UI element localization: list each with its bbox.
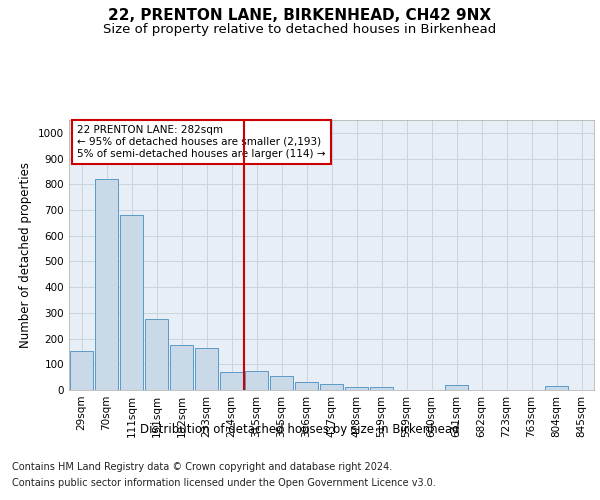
Text: Contains HM Land Registry data © Crown copyright and database right 2024.: Contains HM Land Registry data © Crown c… [12,462,392,472]
Bar [269,376,293,390]
Bar [119,215,143,390]
Bar [220,372,244,390]
Bar [245,370,268,390]
Bar [194,348,218,390]
Text: Distribution of detached houses by size in Birkenhead: Distribution of detached houses by size … [140,422,460,436]
Bar [170,345,193,390]
Bar [320,384,343,390]
Y-axis label: Number of detached properties: Number of detached properties [19,162,32,348]
Text: 22 PRENTON LANE: 282sqm
← 95% of detached houses are smaller (2,193)
5% of semi-: 22 PRENTON LANE: 282sqm ← 95% of detache… [77,126,325,158]
Bar [70,352,94,390]
Text: 22, PRENTON LANE, BIRKENHEAD, CH42 9NX: 22, PRENTON LANE, BIRKENHEAD, CH42 9NX [109,8,491,22]
Bar [295,382,319,390]
Bar [145,320,169,390]
Bar [545,386,568,390]
Text: Contains public sector information licensed under the Open Government Licence v3: Contains public sector information licen… [12,478,436,488]
Bar [445,385,469,390]
Bar [344,388,368,390]
Text: Size of property relative to detached houses in Birkenhead: Size of property relative to detached ho… [103,22,497,36]
Bar [95,179,118,390]
Bar [370,388,394,390]
